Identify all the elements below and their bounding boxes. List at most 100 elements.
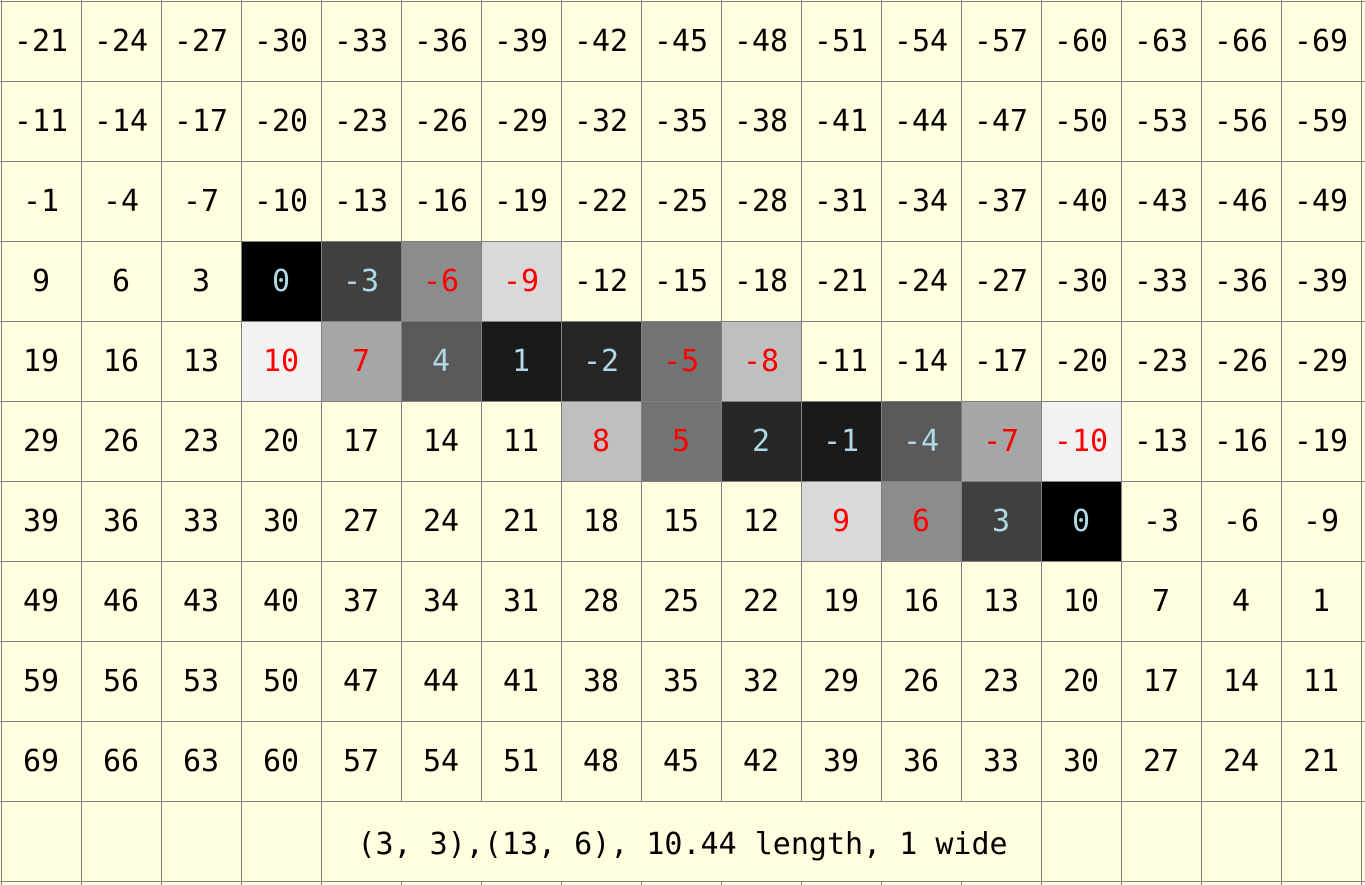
grid-cell: -17	[973, 343, 1029, 379]
grid-cell: 36	[102, 503, 140, 539]
grid-cell: 17	[1142, 663, 1180, 699]
grid-cell: 7	[1151, 583, 1171, 619]
grid-cell: -47	[973, 103, 1029, 139]
grid-cell: 24	[1222, 743, 1260, 779]
grid-cell: -45	[653, 23, 709, 59]
grid-cell: -40	[1053, 183, 1109, 219]
grid-cell: 66	[102, 743, 140, 779]
grid-cell: 32	[742, 663, 780, 699]
highlighted-cell: -8	[721, 321, 801, 401]
grid-cell: -46	[1213, 183, 1269, 219]
grid-cell: 63	[182, 743, 220, 779]
grid-cell: -27	[173, 23, 229, 59]
highlighted-cell: 0	[1041, 481, 1121, 561]
grid-line-vertical	[1121, 0, 1122, 885]
grid-cell: 69	[22, 743, 60, 779]
grid-line-vertical	[241, 0, 242, 885]
grid-cell: 10	[1062, 583, 1100, 619]
grid-cell: 18	[582, 503, 620, 539]
grid-line-vertical	[481, 0, 482, 885]
grid-cell: 21	[1302, 743, 1340, 779]
grid-line-horizontal	[0, 321, 1365, 322]
grid-cell: -53	[1133, 103, 1189, 139]
grid-cell: -31	[813, 183, 869, 219]
grid-cell: -24	[93, 23, 149, 59]
grid-cell: 29	[22, 423, 60, 459]
grid-cell: 15	[662, 503, 700, 539]
grid-cell: 3	[191, 263, 211, 299]
grid-cell: -49	[1293, 183, 1349, 219]
highlighted-cell: -7	[961, 401, 1041, 481]
grid-cell: 13	[982, 583, 1020, 619]
grid-cell: 51	[502, 743, 540, 779]
grid-line-horizontal	[0, 721, 1365, 722]
grid-cell: -7	[182, 183, 220, 219]
highlighted-cell: 7	[321, 321, 401, 401]
grid-cell: -15	[653, 263, 709, 299]
grid-cell: 36	[902, 743, 940, 779]
grid-cell: -44	[893, 103, 949, 139]
highlighted-cell: -3	[321, 241, 401, 321]
grid-cell: 43	[182, 583, 220, 619]
grid-cell: -12	[573, 263, 629, 299]
grid-cell: 19	[22, 343, 60, 379]
grid-line-vertical	[1361, 0, 1362, 885]
grid-cell: 30	[1062, 743, 1100, 779]
grid-line-vertical	[801, 0, 802, 885]
grid-cell: -10	[253, 183, 309, 219]
grid-cell: 45	[662, 743, 700, 779]
grid-line-vertical	[1, 0, 2, 885]
grid-cell: -30	[1053, 263, 1109, 299]
grid-line-vertical	[321, 0, 322, 885]
grid-line-horizontal	[0, 81, 1365, 82]
grid-line-horizontal	[0, 241, 1365, 242]
grid-line-vertical	[1041, 0, 1042, 885]
grid-cell: 19	[822, 583, 860, 619]
grid-cell: 26	[902, 663, 940, 699]
grid-cell: -42	[573, 23, 629, 59]
grid-cell: -26	[413, 103, 469, 139]
grid-cell: -18	[733, 263, 789, 299]
grid-cell: -1	[22, 183, 60, 219]
grid-cell: -39	[493, 23, 549, 59]
grid-line-vertical	[561, 0, 562, 885]
grid-cell: -20	[1053, 343, 1109, 379]
grid-line-horizontal	[0, 561, 1365, 562]
grid-cell: -32	[573, 103, 629, 139]
grid-cell: -14	[893, 343, 949, 379]
grid-cell: 16	[102, 343, 140, 379]
grid-cell: 13	[182, 343, 220, 379]
grid-cell: -23	[333, 103, 389, 139]
grid-line-vertical	[721, 0, 722, 885]
grid-cell: -28	[733, 183, 789, 219]
highlighted-cell: 1	[481, 321, 561, 401]
grid-cell: -39	[1293, 263, 1349, 299]
grid-cell: -3	[1142, 503, 1180, 539]
highlighted-cell: 3	[961, 481, 1041, 561]
grid-cell: -19	[493, 183, 549, 219]
grid-cell: 39	[822, 743, 860, 779]
grid-line-horizontal	[0, 481, 1365, 482]
grid-cell: 37	[342, 583, 380, 619]
grid-line-horizontal	[0, 1, 1365, 2]
grid-cell: 34	[422, 583, 460, 619]
grid-cell: -27	[973, 263, 1029, 299]
highlighted-cell: 9	[801, 481, 881, 561]
grid-cell: -37	[973, 183, 1029, 219]
grid-cell: -63	[1133, 23, 1189, 59]
grid-line-vertical	[1201, 0, 1202, 885]
grid-cell: 27	[342, 503, 380, 539]
grid-cell: -6	[1222, 503, 1260, 539]
grid-cell: -17	[173, 103, 229, 139]
highlighted-cell: -5	[641, 321, 721, 401]
grid-cell: -13	[333, 183, 389, 219]
highlighted-cell: 10	[241, 321, 321, 401]
highlighted-cell: -6	[401, 241, 481, 321]
grid-cell: 35	[662, 663, 700, 699]
highlighted-cell: -4	[881, 401, 961, 481]
grid-cell: 47	[342, 663, 380, 699]
grid-cell: 14	[1222, 663, 1260, 699]
grid-cell: 28	[582, 583, 620, 619]
grid-line-horizontal	[0, 161, 1365, 162]
grid-cell: 40	[262, 583, 300, 619]
